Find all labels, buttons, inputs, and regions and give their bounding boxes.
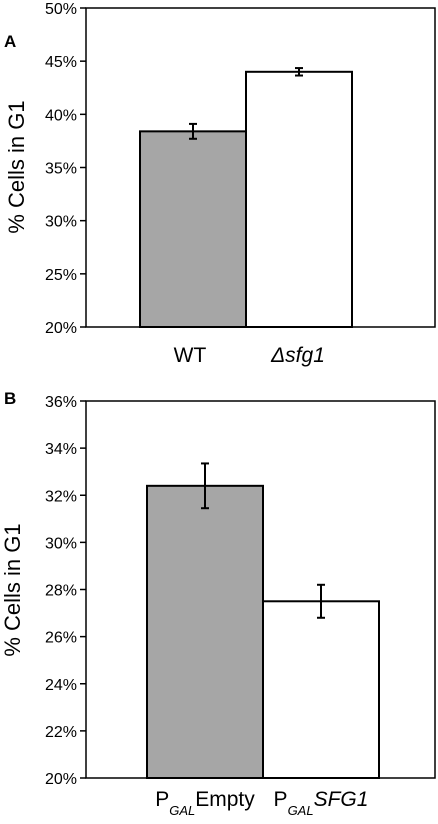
chart-panel-b: B 20% 22% 24% 26% 28% 30% 32% 34% 36% % Cells in G… [0,389,436,818]
y-axis-title: % Cells in G1 [4,100,29,233]
panel-label: B [4,389,16,408]
y-tick-label: 30% [45,535,77,552]
y-tick-label: 26% [45,630,77,647]
y-tick-label: 20% [45,771,77,788]
category-label: PGALEmpty [155,788,255,818]
y-tick-label: 28% [45,583,77,600]
y-tick-label: 36% [45,394,77,411]
y-tick-label: 25% [45,267,77,284]
panel-label: A [4,32,16,51]
y-tick-label: 32% [45,488,77,505]
y-tick-label: 34% [45,441,77,458]
category-label: Δsfg1 [270,344,325,367]
bar [245,70,353,328]
y-tick-label: 40% [45,107,77,124]
y-axis-title: % Cells in G1 [0,523,25,656]
y-tick-label: 20% [45,320,77,337]
category-label: PGALSFG1 [274,788,369,818]
bar [146,484,264,779]
y-tick-label: 45% [45,54,77,71]
y-tick-label: 22% [45,724,77,741]
bar [139,130,247,328]
y-tick-label: 24% [45,677,77,694]
chart-panel-a: A 20% 25% 30% 35% 40% 45% 50% % Cells in G1 WT Δsf… [4,1,436,367]
y-tick-label: 50% [45,1,77,18]
category-label: WT [174,344,207,367]
y-tick-label: 30% [45,214,77,231]
bar [262,600,380,779]
y-tick-label: 35% [45,161,77,178]
